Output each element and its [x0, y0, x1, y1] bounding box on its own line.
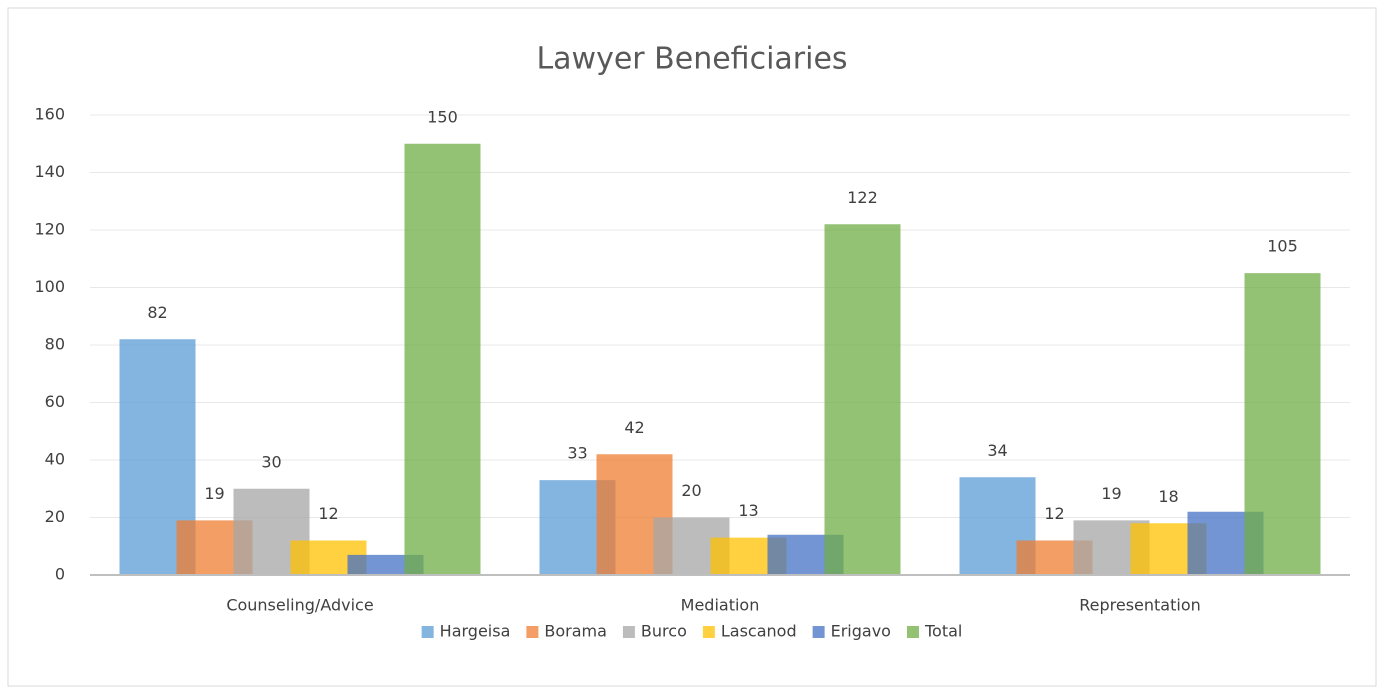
data-label: 12 [1044, 504, 1064, 523]
legend-swatch [812, 626, 825, 638]
data-label: 33 [567, 444, 587, 463]
y-tick-label: 160 [34, 105, 65, 124]
x-tick-label: Representation [1079, 596, 1201, 615]
y-tick-label: 0 [55, 565, 65, 584]
legend-label: Hargeisa [440, 622, 511, 641]
data-label: 105 [1267, 237, 1298, 256]
legend-label: Burco [641, 622, 687, 641]
y-tick-label: 120 [34, 220, 65, 239]
chart-border [7, 7, 1377, 687]
data-label: 34 [987, 441, 1007, 460]
bar [824, 224, 901, 575]
y-tick-label: 80 [45, 335, 65, 354]
data-label: 150 [427, 107, 458, 126]
data-label: 30 [261, 452, 281, 471]
data-label: 18 [1158, 487, 1178, 506]
legend-label: Borama [544, 622, 607, 641]
bar [404, 143, 481, 575]
x-tick-label: Counseling/Advice [226, 596, 373, 615]
legend-swatch [906, 626, 919, 638]
legend-swatch [702, 626, 715, 638]
bar [1244, 273, 1321, 575]
data-label: 19 [204, 484, 224, 503]
x-tick-label: Mediation [681, 596, 760, 615]
data-label: 122 [847, 188, 878, 207]
legend-label: Erigavo [831, 622, 891, 641]
data-label: 19 [1101, 484, 1121, 503]
y-tick-label: 60 [45, 392, 65, 411]
legend-swatch [421, 626, 434, 638]
data-label: 20 [681, 481, 701, 500]
y-tick-label: 140 [34, 162, 65, 181]
legend-label: Lascanod [721, 622, 797, 641]
data-label: 13 [738, 501, 758, 520]
data-label: 42 [624, 418, 644, 437]
legend-swatch [526, 626, 539, 638]
legend-label: Total [924, 622, 962, 641]
legend-swatch [622, 626, 635, 638]
y-tick-label: 20 [45, 507, 65, 526]
y-tick-label: 40 [45, 450, 65, 469]
data-label: 12 [318, 504, 338, 523]
y-tick-label: 100 [34, 277, 65, 296]
chart-title: Lawyer Beneficiaries [536, 42, 847, 77]
data-label: 82 [147, 303, 167, 322]
